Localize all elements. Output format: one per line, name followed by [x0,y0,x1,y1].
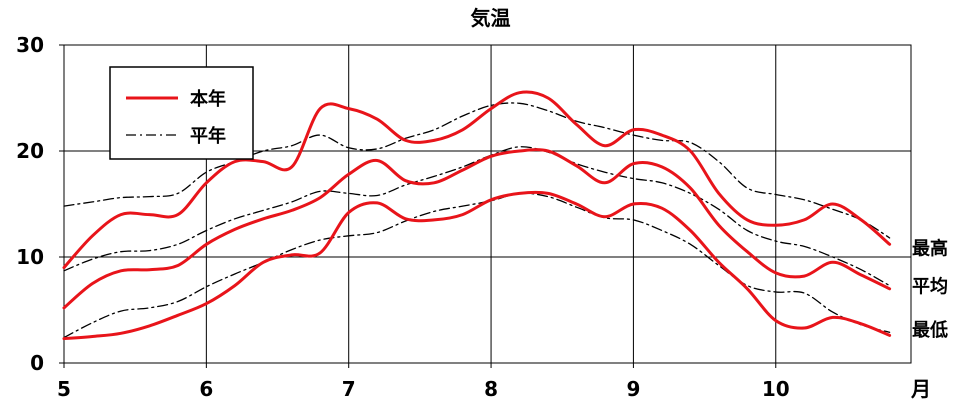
x-tick-label: 6 [199,377,213,401]
series-line-normal-year-mean [63,146,891,287]
legend-label-current-year: 本年 [190,88,226,110]
series-line-normal-year-min [63,192,891,339]
plot-frame [63,44,912,364]
series-line-normal-year-max [63,102,891,239]
y-tick-label: 0 [30,351,44,375]
x-tick-label: 10 [762,377,790,401]
side-label-max: 最高 [912,237,948,259]
y-tick-label: 30 [16,33,44,57]
x-tick-label: 7 [342,377,356,401]
legend-box [109,66,254,160]
x-tick-label: 8 [484,377,498,401]
side-label-min: 最低 [912,319,948,341]
side-label-mean: 平均 [912,276,948,298]
x-tick-label: 9 [626,377,640,401]
series-line-current-year-max [62,90,892,270]
series-line-current-year-mean [62,148,892,310]
chart-title: 気温 [471,6,511,30]
y-tick-label: 20 [16,139,44,163]
x-tick-label: 5 [57,377,71,401]
x-axis-label: 月 [910,377,931,401]
y-tick-label: 10 [16,245,44,269]
legend-label-normal-year: 平年 [190,125,226,147]
series-line-current-year-min [62,190,892,341]
